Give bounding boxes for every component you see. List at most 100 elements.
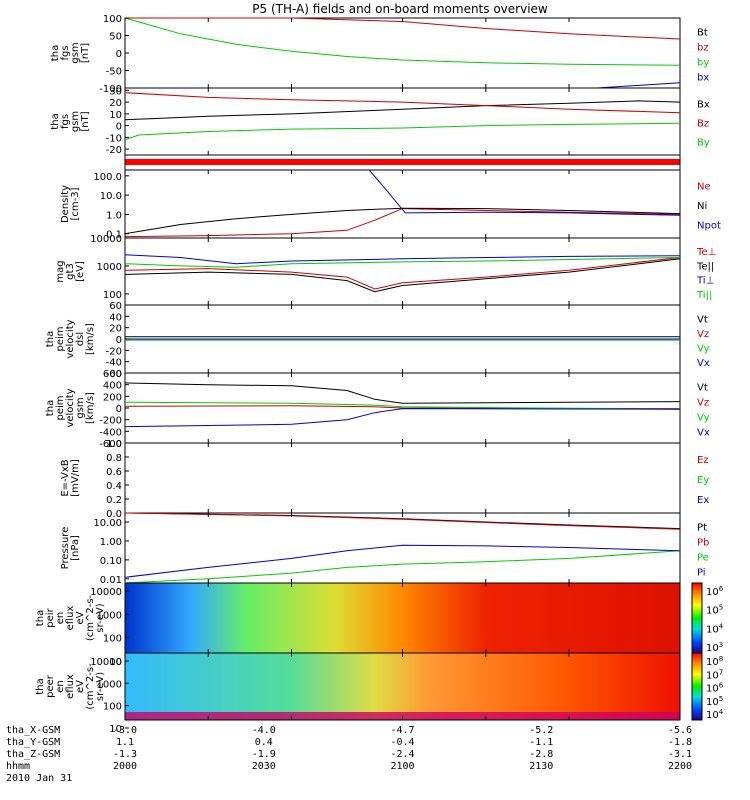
footer-label: tha_Z-GSM xyxy=(6,749,60,760)
y-axis-label-line: tha xyxy=(35,610,46,626)
legend-entry: Vt xyxy=(697,314,708,325)
y-axis-label-line: [nPa] xyxy=(70,535,81,561)
status-bar xyxy=(125,159,680,165)
panel-frame xyxy=(124,169,681,239)
colorbar-tick-label: 108 xyxy=(706,655,723,668)
y-tick-label: -20 xyxy=(106,145,122,156)
y-axis-label-line: mag xyxy=(55,260,66,282)
y-tick-label: 0.0 xyxy=(106,509,122,520)
series-line-Pe xyxy=(124,550,681,584)
y-axis-label-line: E=-VxB xyxy=(60,459,71,496)
footer-value: 2000 xyxy=(113,761,137,772)
y-tick-label: 1.0 xyxy=(106,210,122,221)
series-line-Vx xyxy=(124,408,681,428)
legend-entry: Pt xyxy=(697,523,707,534)
y-axis-label-line: peer xyxy=(45,674,56,698)
y-tick-label: -200 xyxy=(99,416,122,427)
y-tick-label: 1.00 xyxy=(100,537,122,548)
spectrogram xyxy=(125,583,680,653)
y-axis-label-line: gsm xyxy=(70,42,81,63)
y-tick-label: 100 xyxy=(103,702,122,713)
footer-value: -1.1 xyxy=(529,737,553,748)
legend-entry: Bz xyxy=(697,119,709,130)
y-tick-label: -10 xyxy=(106,133,122,144)
legend-entry: Vz xyxy=(697,398,709,409)
legend-entry: Te⊥ xyxy=(696,247,716,258)
y-axis-label-line: (cm^2-s- xyxy=(85,663,96,710)
series-line-Bx xyxy=(124,100,681,121)
y-tick-label: 60 xyxy=(109,301,122,312)
series-line-Pb xyxy=(124,512,681,530)
y-tick-label: 0.01 xyxy=(100,575,122,586)
footer-label: tha_X-GSM xyxy=(6,725,60,736)
legend-entry: Bx xyxy=(697,100,710,111)
y-tick-label: 20 xyxy=(109,324,122,335)
series-line-Te|| xyxy=(124,258,681,293)
y-axis-label-line: gt3 xyxy=(65,263,76,280)
series-line-Bz xyxy=(124,92,681,114)
y-axis-label-line: tha xyxy=(50,113,61,129)
colorbar xyxy=(691,652,703,721)
y-tick-label: 0.1 xyxy=(106,230,122,241)
footer-label: tha_Y-GSM xyxy=(6,737,60,748)
y-tick-label: 0 xyxy=(116,335,122,346)
panel-4: 10000 1000 100 mag gt3 [eV] Te⊥ Te|| Ti⊥ Ti|| xyxy=(55,234,716,306)
y-tick-label: 10.00 xyxy=(93,518,122,529)
y-axis-label: tha fgs gsm [nT] xyxy=(50,42,91,63)
legend-entry: Ni xyxy=(697,201,707,212)
y-tick-label: 50 xyxy=(109,32,122,43)
y-tick-label: 0.8 xyxy=(106,453,122,464)
footer-value: -4.7 xyxy=(390,725,414,736)
y-axis-label-line: peim xyxy=(55,395,66,420)
y-tick-label: 0 xyxy=(116,122,122,133)
y-tick-label: 100 xyxy=(103,634,122,645)
y-axis-label-line: gsm xyxy=(75,397,86,418)
y-tick-label: 600 xyxy=(103,369,122,380)
panel-frame xyxy=(124,87,681,156)
y-tick-label: 0.4 xyxy=(106,481,122,492)
footer-value: -5.2 xyxy=(529,725,553,736)
y-axis-label-line: [km/s] xyxy=(85,392,96,424)
y-axis-label-line: gsm xyxy=(70,111,81,132)
footer-value: 2030 xyxy=(252,761,276,772)
y-tick-label: 100 xyxy=(103,290,122,301)
y-tick-label: 100.0 xyxy=(93,172,122,183)
legend-entry: Vt xyxy=(697,383,708,394)
legend-entry: Pe xyxy=(697,553,709,564)
y-axis-label: tha fgs gsm [nT] xyxy=(50,111,91,132)
y-axis-label-line: velocity xyxy=(65,388,76,427)
y-tick-label: 10000 xyxy=(90,234,122,245)
footer-value: 2130 xyxy=(529,761,553,772)
y-axis-label-line: tha xyxy=(50,45,61,61)
y-axis-label-line: (cm^2-s- xyxy=(85,594,96,641)
footer-value: 2100 xyxy=(390,761,414,772)
y-axis-label-line: eV xyxy=(75,611,86,624)
series-line-Te⊥ xyxy=(124,257,681,290)
y-axis-label-line: [eV] xyxy=(75,261,86,282)
legend-entry: Vz xyxy=(697,329,709,340)
y-tick-label: 10 xyxy=(109,657,122,668)
y-tick-label: 10000 xyxy=(90,587,122,598)
footer-value: -5.6 xyxy=(668,725,692,736)
series-line-Vy xyxy=(124,401,681,410)
colorbar-tick-label: 106 xyxy=(706,682,724,695)
footer-value: -4.0 xyxy=(252,725,276,736)
footer-value: 2200 xyxy=(668,761,692,772)
y-tick-label: -50 xyxy=(106,67,122,78)
legend-entry: Ti|| xyxy=(696,290,712,301)
y-tick-label: -40 xyxy=(106,358,122,369)
y-tick-label: 40 xyxy=(109,312,122,323)
colorbar-tick-label: 107 xyxy=(706,668,723,681)
y-axis-label: tha peir en eflux eV (cm^2-s-sr-eV) xyxy=(35,594,106,641)
y-tick-label: 1000 xyxy=(97,262,122,273)
colorbar-tick-label: 105 xyxy=(706,695,723,708)
legend-entry: Te|| xyxy=(696,261,714,272)
series-line-By xyxy=(124,122,681,141)
footer-value: 0.4 xyxy=(255,737,273,748)
legend-entry: Bt xyxy=(697,28,708,39)
y-tick-label: 400 xyxy=(103,381,122,392)
